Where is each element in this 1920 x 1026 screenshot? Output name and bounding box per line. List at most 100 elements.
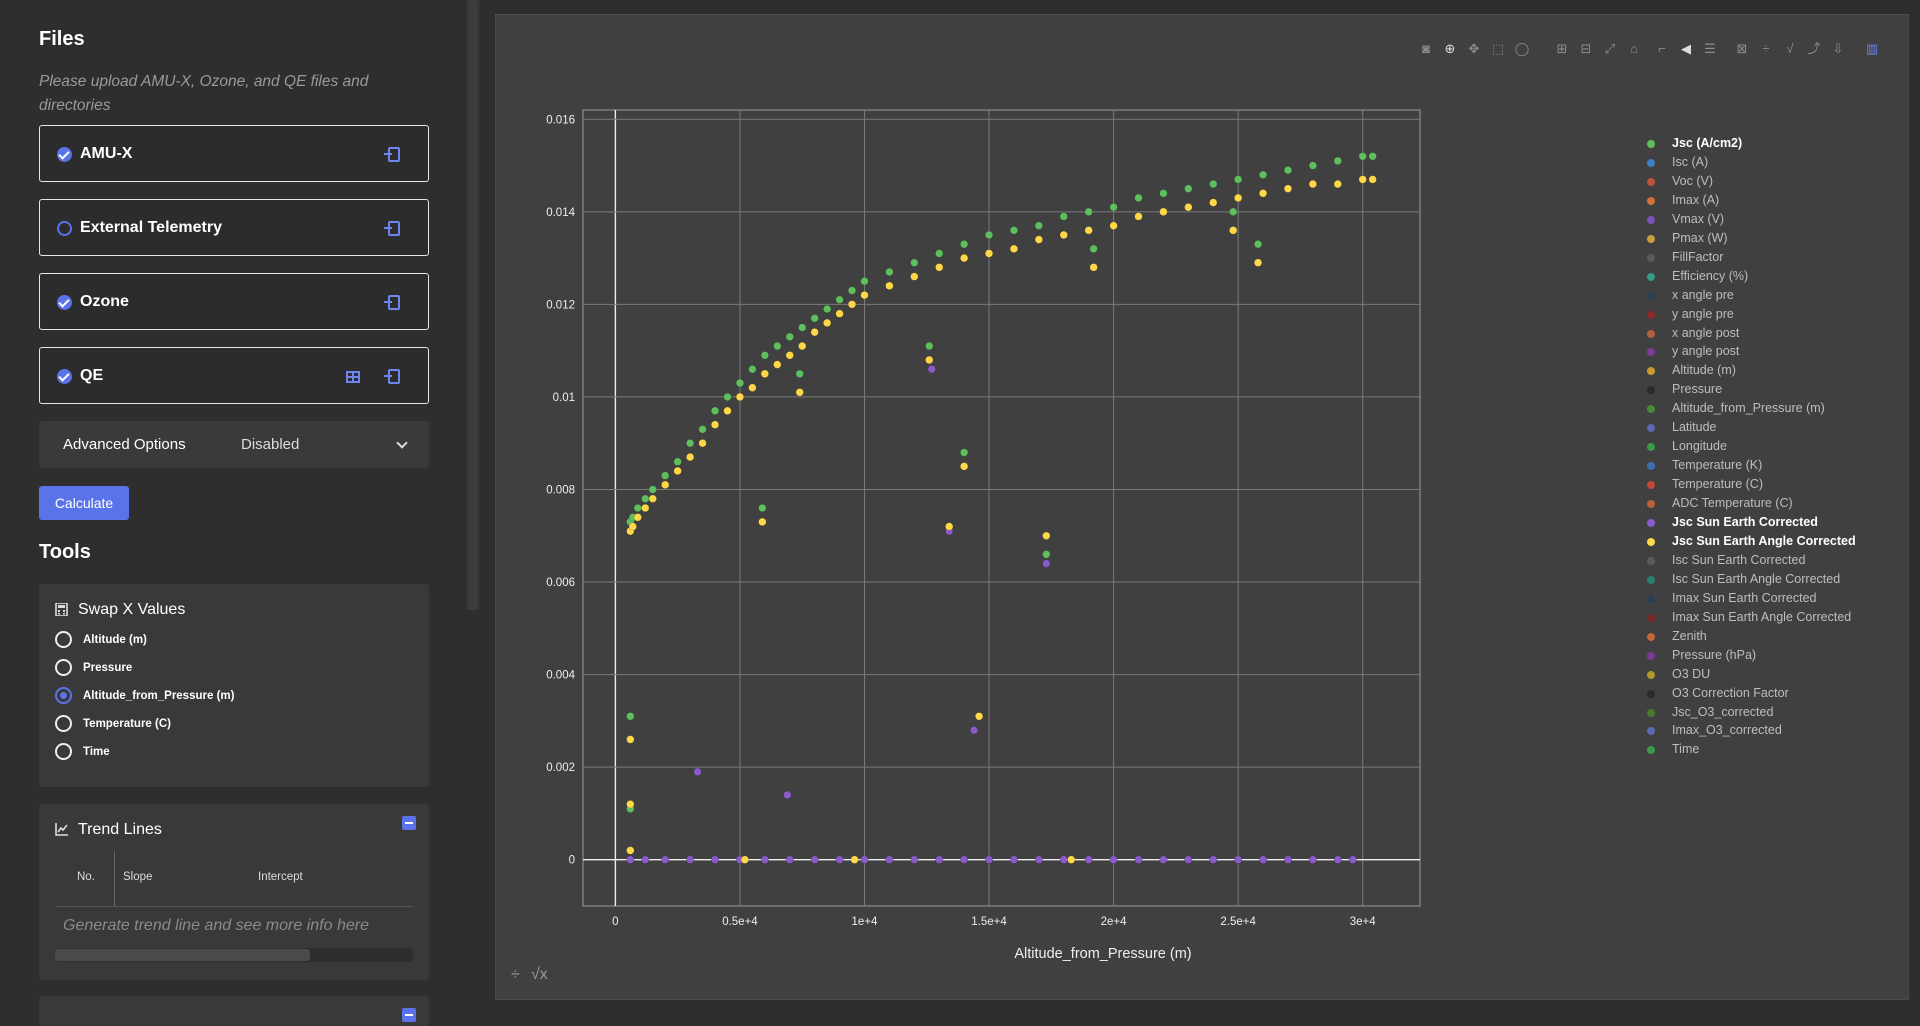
data-point[interactable] bbox=[641, 503, 650, 513]
data-point[interactable] bbox=[1348, 855, 1357, 864]
horizontal-scrollbar[interactable] bbox=[55, 948, 413, 962]
data-point[interactable] bbox=[710, 855, 720, 864]
data-point[interactable] bbox=[1089, 263, 1098, 272]
data-point[interactable] bbox=[927, 365, 936, 374]
data-point[interactable] bbox=[1259, 855, 1268, 864]
plotly-logo-icon[interactable]: ▥ bbox=[1865, 41, 1879, 56]
scrollbar-thumb[interactable] bbox=[468, 0, 478, 610]
data-point[interactable] bbox=[970, 726, 979, 735]
data-point[interactable] bbox=[1358, 152, 1367, 161]
download-icon[interactable]: ⇩ bbox=[1832, 41, 1844, 56]
data-point[interactable] bbox=[723, 392, 732, 401]
data-point[interactable] bbox=[1159, 207, 1168, 216]
data-point[interactable] bbox=[1283, 166, 1293, 175]
table-icon[interactable] bbox=[346, 371, 360, 383]
data-point[interactable] bbox=[1042, 531, 1051, 540]
data-point[interactable] bbox=[810, 314, 819, 323]
data-point[interactable] bbox=[1134, 212, 1143, 221]
data-point[interactable] bbox=[785, 351, 794, 360]
home-icon[interactable]: ⌂ bbox=[1630, 41, 1638, 56]
data-point[interactable] bbox=[860, 855, 869, 864]
data-point[interactable] bbox=[1059, 855, 1068, 864]
data-point[interactable] bbox=[984, 230, 994, 240]
data-point[interactable] bbox=[773, 341, 782, 351]
data-point[interactable] bbox=[648, 485, 657, 494]
data-point[interactable] bbox=[760, 855, 769, 864]
data-point[interactable] bbox=[823, 318, 832, 327]
file-upload-icon[interactable] bbox=[384, 369, 400, 384]
data-point[interactable] bbox=[1358, 175, 1367, 184]
file-upload-icon[interactable] bbox=[384, 147, 400, 162]
data-point[interactable] bbox=[1109, 855, 1118, 864]
data-point[interactable] bbox=[735, 378, 744, 388]
lasso-select-icon[interactable]: ◯ bbox=[1514, 41, 1530, 56]
data-point[interactable] bbox=[795, 369, 804, 378]
data-point[interactable] bbox=[1009, 226, 1019, 235]
data-point[interactable] bbox=[633, 503, 642, 513]
data-point[interactable] bbox=[740, 855, 749, 864]
data-point[interactable] bbox=[1333, 156, 1342, 165]
data-point[interactable] bbox=[626, 855, 635, 864]
data-point[interactable] bbox=[1234, 175, 1243, 184]
data-point[interactable] bbox=[1259, 189, 1268, 198]
file-external-telemetry[interactable]: External Telemetry bbox=[39, 199, 429, 256]
data-point[interactable] bbox=[1308, 855, 1317, 864]
data-point[interactable] bbox=[910, 855, 919, 864]
data-point[interactable] bbox=[748, 383, 757, 392]
data-point[interactable] bbox=[1209, 179, 1218, 189]
data-point[interactable] bbox=[1368, 175, 1377, 184]
radio-button[interactable] bbox=[55, 715, 72, 732]
sqrt-icon[interactable]: √x bbox=[531, 966, 548, 983]
data-point[interactable] bbox=[673, 457, 682, 466]
data-point[interactable] bbox=[686, 855, 695, 864]
data-point[interactable] bbox=[910, 258, 919, 267]
data-point[interactable] bbox=[760, 369, 769, 378]
data-point[interactable] bbox=[960, 855, 969, 864]
data-point[interactable] bbox=[1308, 161, 1317, 170]
data-point[interactable] bbox=[975, 712, 984, 721]
calculate-button[interactable]: Calculate bbox=[39, 486, 129, 520]
data-point[interactable] bbox=[835, 855, 844, 864]
data-point[interactable] bbox=[686, 453, 695, 462]
data-point[interactable] bbox=[773, 360, 782, 369]
zoom-out-icon[interactable]: ⊟ bbox=[1580, 41, 1592, 56]
data-point[interactable] bbox=[626, 735, 635, 744]
data-point[interactable] bbox=[1042, 550, 1051, 559]
data-point[interactable] bbox=[1259, 170, 1268, 179]
data-point[interactable] bbox=[698, 439, 707, 448]
data-point[interactable] bbox=[710, 406, 720, 415]
zoom-in-icon[interactable]: ⊞ bbox=[1556, 41, 1568, 56]
radio-button[interactable] bbox=[55, 743, 72, 760]
data-point[interactable] bbox=[984, 249, 994, 258]
data-point[interactable] bbox=[1184, 855, 1193, 864]
data-point[interactable] bbox=[860, 277, 869, 286]
data-point[interactable] bbox=[1333, 179, 1342, 189]
data-point[interactable] bbox=[945, 522, 954, 531]
data-point[interactable] bbox=[795, 388, 804, 397]
data-point[interactable] bbox=[1034, 235, 1043, 244]
data-point[interactable] bbox=[785, 332, 794, 341]
data-point[interactable] bbox=[1042, 559, 1051, 568]
file-upload-icon[interactable] bbox=[384, 295, 400, 310]
data-point[interactable] bbox=[661, 855, 670, 864]
data-point[interactable] bbox=[960, 254, 969, 263]
data-point[interactable] bbox=[633, 513, 642, 522]
data-point[interactable] bbox=[850, 855, 859, 864]
file-qe[interactable]: QE bbox=[39, 347, 429, 404]
data-point[interactable] bbox=[960, 240, 969, 249]
data-point[interactable] bbox=[1333, 855, 1342, 864]
data-point[interactable] bbox=[628, 522, 637, 531]
data-point[interactable] bbox=[835, 309, 844, 318]
data-point[interactable] bbox=[925, 355, 934, 364]
data-point[interactable] bbox=[1109, 203, 1118, 212]
data-point[interactable] bbox=[1283, 855, 1293, 864]
data-point[interactable] bbox=[960, 448, 969, 457]
data-point[interactable] bbox=[748, 365, 757, 374]
data-point[interactable] bbox=[885, 267, 894, 277]
data-point[interactable] bbox=[1159, 189, 1168, 198]
scrollbar-thumb[interactable] bbox=[55, 949, 310, 961]
data-point[interactable] bbox=[798, 323, 807, 332]
data-point[interactable] bbox=[1159, 855, 1168, 864]
data-point[interactable] bbox=[785, 855, 794, 864]
box-select-icon[interactable]: ⬚ bbox=[1491, 41, 1505, 56]
